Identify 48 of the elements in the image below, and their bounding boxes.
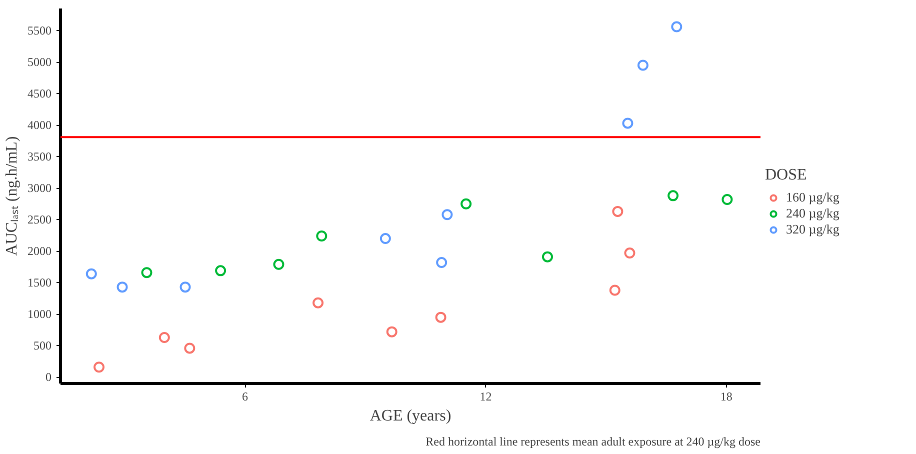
x-tick-label: 18 [720, 390, 732, 404]
x-axis-title: AGE (years) [370, 408, 452, 424]
y-tick-label: 5500 [28, 24, 52, 38]
point [141, 267, 152, 278]
y-tick-label: 3500 [28, 150, 52, 164]
y-tick-label: 4500 [28, 86, 52, 101]
point [316, 230, 328, 242]
legend-label: 320 µg/kg [786, 221, 840, 237]
point [215, 265, 226, 276]
y-tick-label: 2000 [28, 244, 52, 258]
point [637, 60, 648, 71]
point [273, 258, 284, 270]
y-tick-label: 0 [46, 370, 52, 384]
text: Red horizontal line represents mean adult exposure at 240 µg/kg dose [426, 434, 761, 448]
point [671, 21, 682, 32]
point [180, 282, 191, 293]
legend-label: 240 µg/kg [786, 205, 840, 221]
y-tick-label: 3000 [28, 181, 52, 196]
point [184, 342, 196, 354]
y-tick-label: 1500 [28, 276, 52, 290]
point [622, 118, 634, 129]
point [158, 332, 170, 343]
y-tick-label: 500 [34, 338, 52, 353]
point [86, 268, 97, 280]
point [460, 198, 472, 210]
point [312, 297, 324, 308]
x-tick-label: 6 [242, 390, 248, 404]
point [94, 362, 105, 373]
point [442, 209, 453, 220]
point [436, 257, 448, 268]
point [435, 312, 446, 323]
y-tick-label: 4000 [28, 118, 52, 132]
point [116, 282, 128, 293]
point [668, 190, 679, 202]
y-axis-title: AUCₗₐₛₜ (ng.h/mL) [4, 136, 20, 256]
point [722, 194, 733, 205]
legend-label: 160 µg/kg [786, 189, 840, 205]
y-tick-label: 2500 [28, 212, 52, 227]
point [609, 284, 620, 296]
point [542, 251, 553, 262]
point [386, 326, 398, 338]
legend-title: DOSE [765, 166, 808, 184]
y-tick-label: 5000 [28, 55, 52, 70]
point [380, 233, 391, 244]
point [612, 206, 624, 217]
y-tick-label: 1000 [28, 307, 52, 322]
x-tick-label: 12 [480, 390, 492, 404]
point [624, 248, 636, 259]
